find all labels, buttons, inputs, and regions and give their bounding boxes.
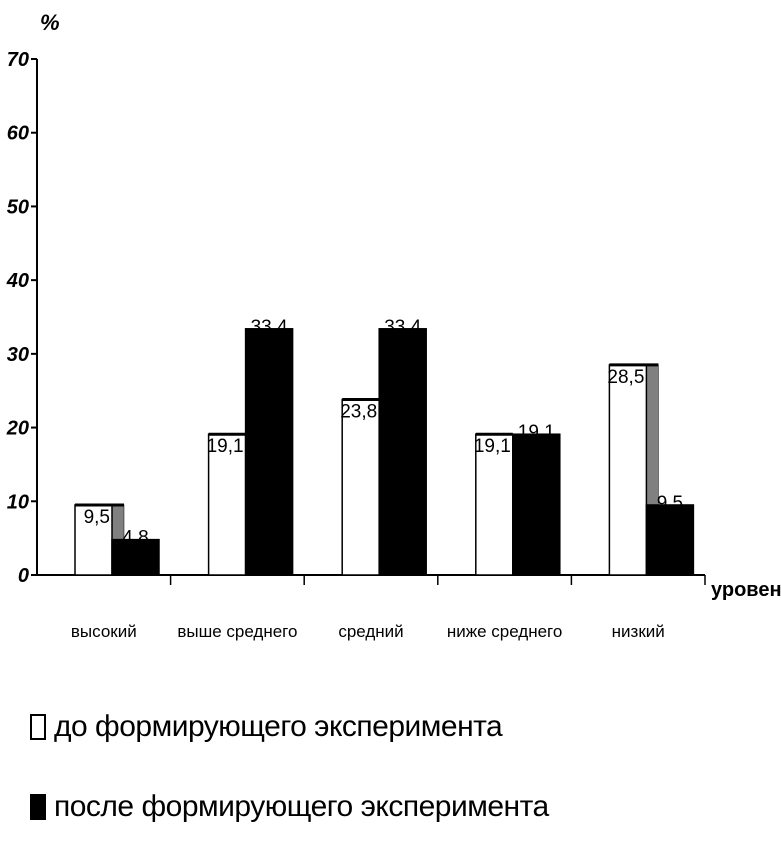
y-tick-label: 20 — [6, 418, 29, 440]
y-tick-label: 0 — [18, 565, 29, 587]
y-axis-label: % — [40, 10, 60, 35]
data-label-before: 19,1 — [474, 436, 511, 457]
bar-before — [608, 364, 648, 576]
y-tick-label: 30 — [7, 344, 29, 366]
y-tick-label: 60 — [7, 123, 29, 145]
data-label-before: 19,1 — [207, 436, 244, 457]
y-tick-label: 10 — [7, 491, 29, 513]
legend-label-before: до формирующего эксперимента — [54, 710, 503, 743]
x-axis-label: уровень — [711, 579, 781, 601]
bar-before — [207, 433, 247, 576]
labels: 9,5 4,8 19,1 33,4 23,8 33,4 19,1 19,1 28,5 9,5 — [84, 317, 684, 549]
data-label-before: 23,8 — [340, 402, 377, 423]
data-label-after: 33,4 — [251, 317, 288, 338]
bar-after — [512, 433, 561, 576]
data-label-after: 19,1 — [518, 422, 555, 443]
bar-before — [74, 504, 113, 576]
bar-chart: % уровень 0 10 20 30 40 50 60 70 высокий выше сре… — [6, 10, 781, 641]
x-tick-label: высокий — [71, 622, 137, 641]
bar-before — [475, 433, 514, 576]
data-label-before: 28,5 — [607, 367, 644, 388]
legend-swatch-black — [30, 794, 46, 820]
bar-after — [111, 538, 160, 576]
x-tick-label: выше среднего — [177, 622, 297, 641]
legend-label-after: после формирующего эксперимента — [54, 790, 549, 823]
x-tick-label: ниже среднего — [447, 622, 563, 641]
data-label-after: 33,4 — [384, 317, 421, 338]
bar-before — [341, 398, 380, 576]
legend-item-after: после формирующего эксперимента — [30, 790, 549, 824]
legend-swatch-white — [30, 714, 46, 740]
axes: 0 10 20 30 40 50 60 70 высокий выше среднего средн… — [6, 49, 706, 641]
data-label-after: 4,8 — [122, 528, 148, 549]
data-label-after: 9,5 — [657, 493, 683, 514]
x-tick-label: низкий — [612, 622, 665, 641]
bars — [74, 328, 695, 576]
bar-after — [645, 504, 695, 576]
bar-after — [244, 328, 294, 576]
y-tick-label: 50 — [7, 196, 29, 218]
data-label-before: 9,5 — [84, 507, 110, 528]
legend-item-before: до формирующего эксперимента — [30, 710, 503, 744]
y-tick-label: 70 — [7, 49, 29, 71]
y-tick-label: 40 — [6, 270, 29, 292]
bar-after — [378, 328, 427, 576]
bar-shadow — [646, 364, 659, 506]
x-tick-label: средний — [338, 622, 403, 641]
